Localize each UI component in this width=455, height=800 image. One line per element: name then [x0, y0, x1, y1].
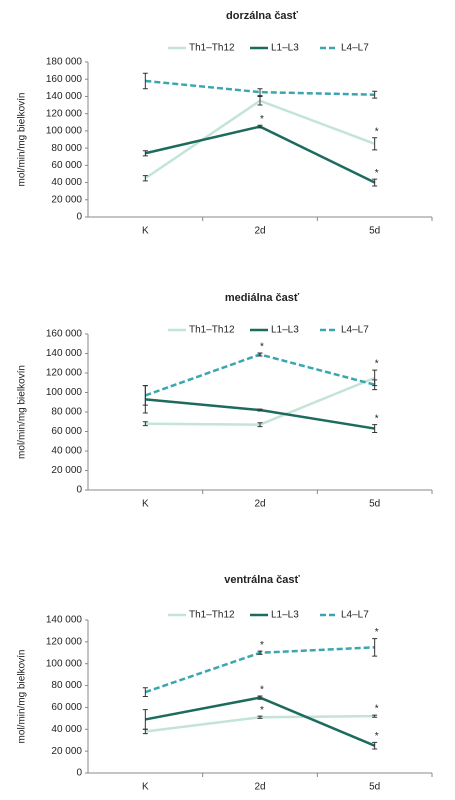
legend-label: Th1–Th12: [189, 43, 235, 54]
y-tick-label: 0: [76, 212, 82, 223]
chart-title: mediálna časť: [225, 292, 300, 304]
legend-label: Th1–Th12: [189, 610, 235, 621]
error-bar: [257, 95, 263, 106]
legend-label: L4–L7: [341, 610, 369, 621]
y-tick-label: 80 000: [51, 680, 82, 691]
x-tick-label: 5d: [369, 226, 380, 237]
legend-label: Th1–Th12: [189, 325, 235, 336]
legend-label: L1–L3: [271, 610, 299, 621]
chart-title: ventrálna časť: [224, 574, 300, 586]
significance-label: *: [260, 685, 264, 696]
significance-label: *: [375, 704, 379, 715]
legend-label: L1–L3: [271, 43, 299, 54]
significance-label: *: [260, 342, 264, 353]
x-tick-label: 5d: [369, 782, 380, 793]
y-tick-label: 20 000: [51, 746, 82, 757]
y-tick-label: 80 000: [51, 407, 82, 418]
error-bar: [142, 709, 148, 730]
y-axis-label: mol/min/mg bielkovín: [17, 93, 28, 187]
y-tick-label: 160 000: [46, 74, 83, 85]
significance-label: *: [375, 168, 379, 179]
error-bar: [257, 124, 263, 129]
y-tick-label: 140 000: [46, 348, 83, 359]
x-tick-label: 5d: [369, 499, 380, 510]
y-tick-label: 180 000: [46, 57, 83, 68]
error-bar: [257, 715, 263, 719]
error-bar: [372, 379, 378, 391]
y-tick-label: 100 000: [46, 387, 83, 398]
y-tick-label: 120 000: [46, 108, 83, 119]
y-axis-label: mol/min/mg bielkovín: [17, 365, 28, 459]
series-line: [145, 79, 375, 96]
significance-label: *: [375, 413, 379, 424]
error-bar: [372, 90, 378, 99]
y-tick-label: 60 000: [51, 426, 82, 437]
x-tick-label: 2d: [254, 499, 265, 510]
chart-title: dorzálna časť: [226, 10, 299, 22]
y-tick-label: 100 000: [46, 126, 83, 137]
y-tick-label: 80 000: [51, 143, 82, 154]
error-bar: [257, 88, 263, 97]
y-tick-label: 0: [76, 485, 82, 496]
y-tick-label: 20 000: [51, 465, 82, 476]
y-tick-label: 40 000: [51, 446, 82, 457]
series-line: [145, 376, 376, 426]
y-tick-label: 100 000: [46, 658, 83, 669]
error-bar: [142, 150, 148, 157]
significance-label: *: [375, 359, 379, 370]
error-bar: [372, 424, 378, 433]
y-axis-label: mol/min/mg bielkovín: [17, 650, 28, 744]
x-tick-label: K: [142, 226, 149, 237]
error-bar: [372, 638, 378, 657]
error-bar: [257, 422, 263, 428]
x-tick-label: 2d: [254, 226, 265, 237]
error-bar: [257, 408, 263, 412]
y-tick-label: 0: [76, 768, 82, 779]
x-tick-label: K: [142, 499, 149, 510]
error-bar: [142, 421, 148, 427]
error-bar: [257, 695, 263, 700]
error-bar: [142, 385, 148, 406]
error-bar: [142, 175, 148, 182]
significance-label: *: [260, 640, 264, 651]
error-bar: [142, 687, 148, 697]
error-bar: [372, 137, 378, 151]
y-tick-label: 60 000: [51, 160, 82, 171]
y-tick-label: 40 000: [51, 724, 82, 735]
y-tick-label: 60 000: [51, 702, 82, 713]
y-tick-label: 20 000: [51, 194, 82, 205]
legend-label: L4–L7: [341, 325, 369, 336]
error-bar: [257, 352, 263, 357]
error-bar: [142, 72, 148, 90]
y-tick-label: 140 000: [46, 91, 83, 102]
significance-label: *: [260, 705, 264, 716]
x-tick-label: K: [142, 782, 149, 793]
series-line: [144, 353, 375, 397]
y-tick-label: 120 000: [46, 636, 83, 647]
error-bar: [257, 650, 263, 655]
significance-label: *: [375, 126, 379, 137]
significance-label: *: [375, 731, 379, 742]
y-tick-label: 120 000: [46, 368, 83, 379]
y-tick-label: 40 000: [51, 177, 82, 188]
significance-label: *: [260, 114, 264, 125]
error-bar: [372, 714, 378, 718]
significance-label: *: [375, 627, 379, 638]
error-bar: [372, 741, 378, 750]
y-tick-label: 140 000: [46, 615, 83, 626]
legend-label: L4–L7: [341, 43, 369, 54]
x-tick-label: 2d: [254, 782, 265, 793]
legend-label: L1–L3: [271, 325, 299, 336]
error-bar: [372, 178, 378, 187]
y-tick-label: 160 000: [46, 329, 83, 340]
